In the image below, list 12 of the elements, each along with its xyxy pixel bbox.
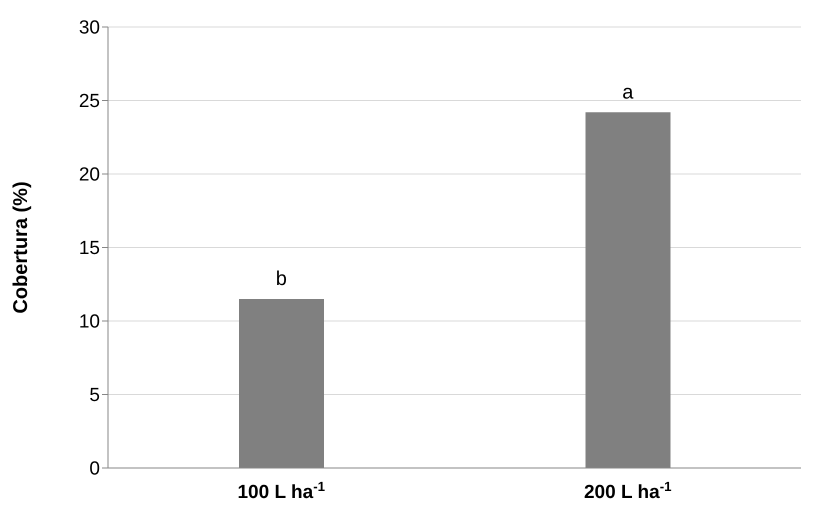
y-tick-label: 15	[78, 238, 100, 260]
y-tick-label: 20	[78, 164, 100, 186]
annotation: a	[622, 81, 634, 104]
x-tick-label: 100 L ha$^{-1}$	[237, 478, 326, 503]
x-tick-label: 200 L ha$^{-1}$	[584, 478, 672, 503]
y-tick-label: 5	[89, 385, 100, 406]
annotation: b	[276, 268, 287, 290]
y-tick-label: 10	[78, 312, 100, 333]
y-tick-label: 0	[89, 458, 100, 480]
y-tick-label: 30	[78, 18, 100, 39]
y-tick-label: 25	[78, 91, 100, 112]
y-axis-title: Cobertura (%)	[10, 181, 32, 314]
